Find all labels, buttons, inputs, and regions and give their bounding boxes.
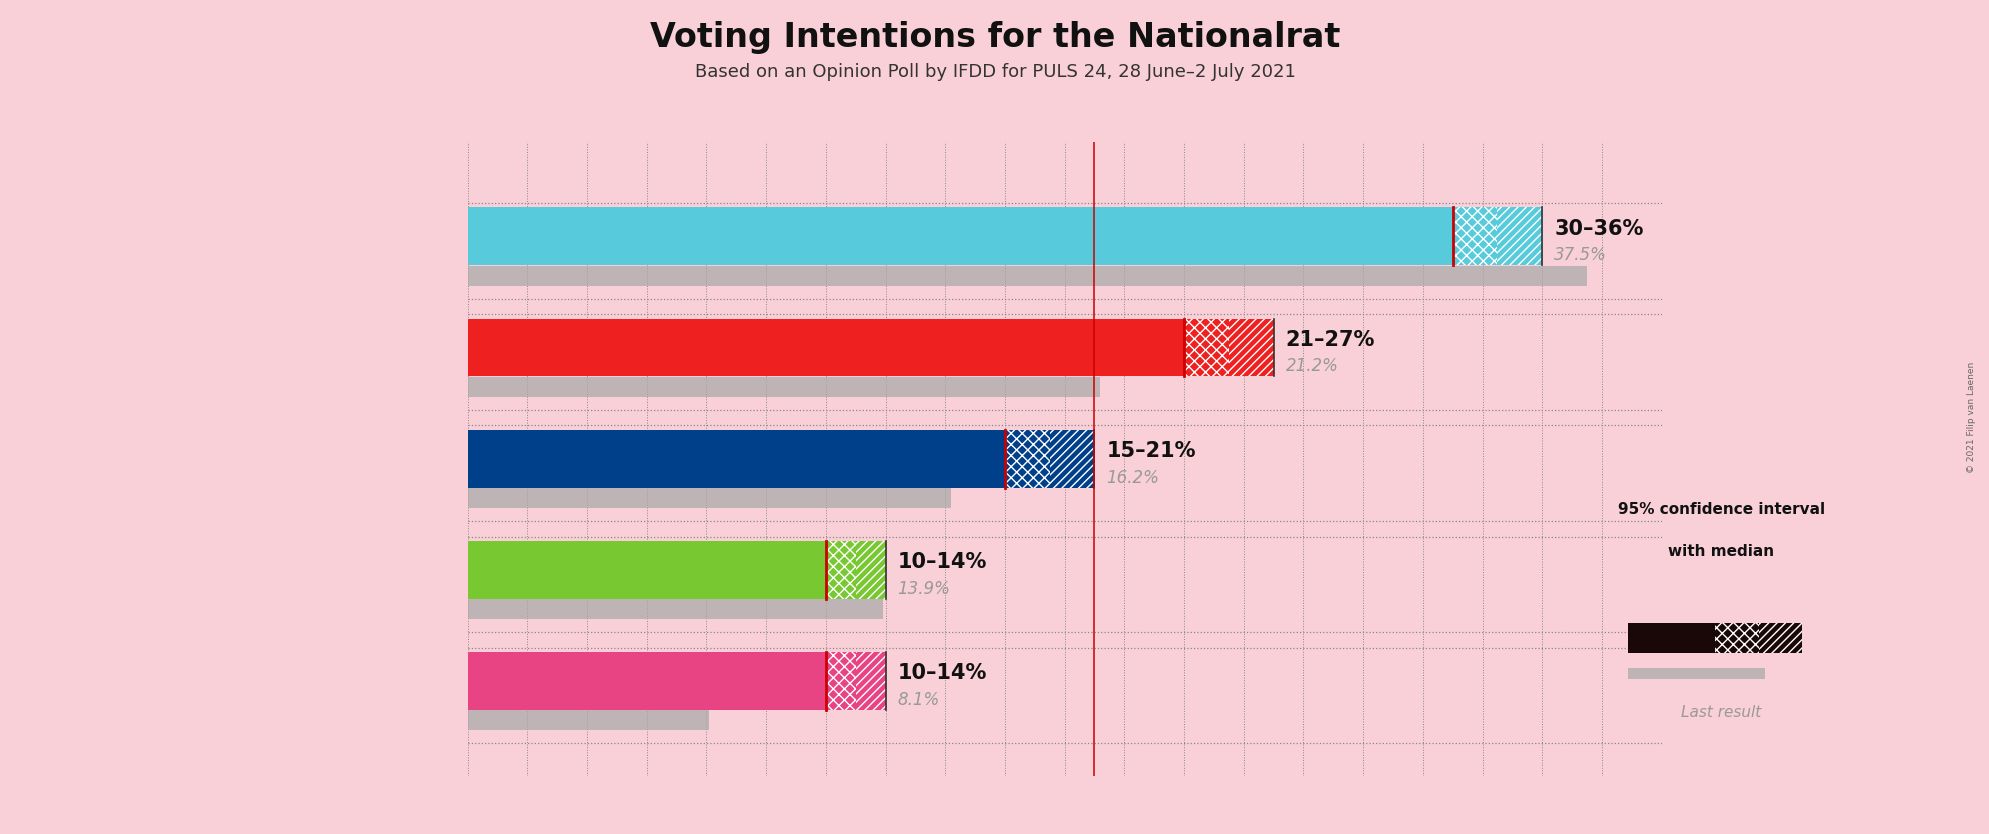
- Text: Based on an Opinion Poll by IFDD for PULS 24, 28 June–2 July 2021: Based on an Opinion Poll by IFDD for PUL…: [694, 63, 1295, 81]
- Bar: [467, 208, 1452, 265]
- Bar: [1715, 624, 1758, 652]
- Text: Voting Intentions for the Nationalrat: Voting Intentions for the Nationalrat: [650, 21, 1339, 54]
- Text: 30–36%: 30–36%: [1553, 219, 1643, 239]
- Bar: [467, 319, 1183, 376]
- Text: 16.2%: 16.2%: [1106, 469, 1160, 486]
- Text: Last result: Last result: [1681, 705, 1760, 720]
- Bar: [467, 711, 708, 731]
- Text: with median: with median: [1667, 544, 1774, 559]
- Bar: [1758, 624, 1802, 652]
- Bar: [1227, 319, 1273, 376]
- Bar: [467, 265, 1585, 285]
- Text: 10–14%: 10–14%: [897, 663, 987, 683]
- Bar: [1452, 208, 1498, 265]
- Bar: [467, 488, 951, 508]
- Bar: [467, 652, 825, 710]
- Text: 37.5%: 37.5%: [1553, 246, 1607, 264]
- Bar: [1496, 208, 1541, 265]
- Bar: [825, 652, 855, 710]
- Text: © 2021 Filip van Laenen: © 2021 Filip van Laenen: [1965, 361, 1975, 473]
- Bar: [467, 377, 1100, 397]
- Text: 21.2%: 21.2%: [1285, 358, 1339, 375]
- Text: 21–27%: 21–27%: [1285, 329, 1374, 349]
- Bar: [1183, 319, 1227, 376]
- Text: 8.1%: 8.1%: [897, 691, 939, 709]
- Bar: [467, 599, 881, 619]
- Bar: [855, 652, 885, 710]
- Text: 10–14%: 10–14%: [897, 552, 987, 572]
- Text: 13.9%: 13.9%: [897, 580, 951, 598]
- Bar: [1004, 430, 1050, 488]
- Bar: [1627, 667, 1764, 679]
- Bar: [467, 430, 1004, 488]
- Text: 95% confidence interval: 95% confidence interval: [1617, 502, 1824, 517]
- Bar: [825, 541, 855, 599]
- Bar: [1050, 430, 1094, 488]
- Bar: [467, 541, 825, 599]
- Bar: [855, 541, 885, 599]
- Text: 15–21%: 15–21%: [1106, 441, 1195, 461]
- Bar: [1627, 624, 1715, 652]
